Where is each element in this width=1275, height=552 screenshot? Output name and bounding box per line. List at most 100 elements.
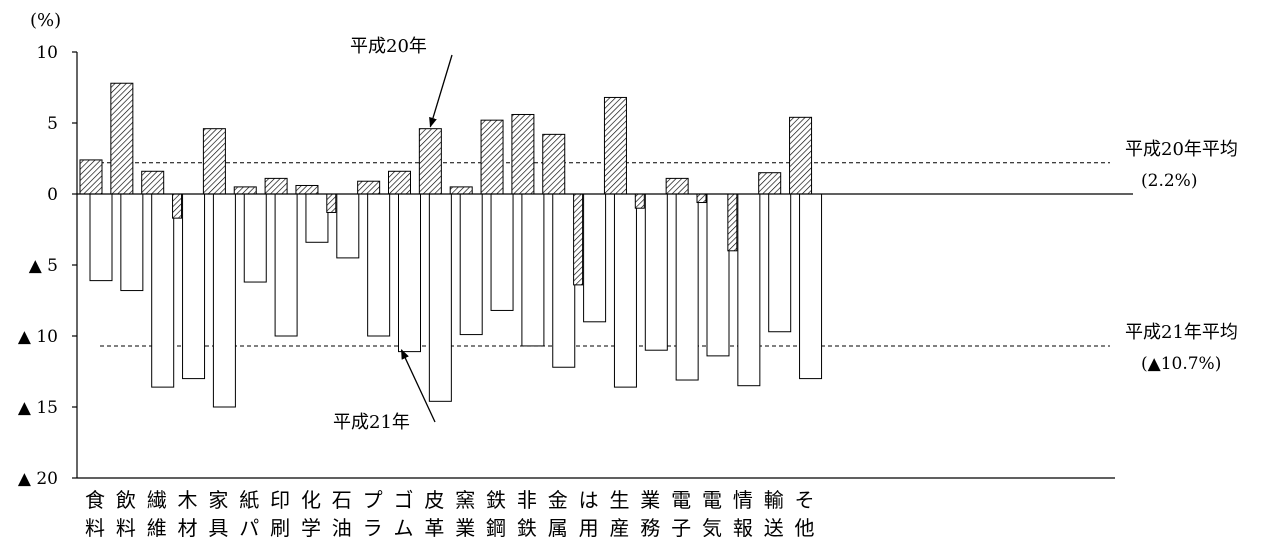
bar-h20-11	[419, 129, 441, 194]
bar-h20-1	[111, 83, 133, 194]
x-category-label: 報	[733, 516, 753, 540]
x-category-label: ラ	[363, 516, 383, 540]
bar-h20-9	[358, 181, 380, 194]
bar-h20-10	[389, 171, 411, 194]
x-category-label: 革	[424, 516, 444, 540]
x-category-label: 刷	[270, 516, 290, 540]
x-category-label: 務	[640, 516, 660, 540]
y-unit-label: (%)	[30, 10, 61, 31]
bar-h20-22	[759, 173, 781, 194]
x-category-label: 紙	[239, 488, 259, 512]
bar-h20-7	[296, 185, 318, 194]
average-value-label: (▲10.7%)	[1141, 354, 1221, 374]
bars	[80, 83, 822, 407]
bar-h21-4	[213, 194, 235, 407]
x-category-label: 維	[147, 516, 167, 540]
bar-h21-11	[429, 194, 451, 401]
bar-h20-5	[234, 187, 256, 194]
x-category-label: 学	[301, 516, 321, 540]
annotation-label: 平成21年	[333, 412, 410, 433]
bar-h20-8	[327, 194, 336, 212]
x-category-label: パ	[239, 516, 259, 540]
y-tick-label: ▲ 20	[18, 469, 58, 489]
x-category-label: 産	[609, 516, 629, 540]
x-category-label: ゴ	[394, 488, 414, 512]
bar-h21-21	[738, 194, 760, 386]
x-category-label: 印	[270, 488, 290, 512]
x-category-label: 業	[640, 488, 660, 512]
bar-h21-0	[90, 194, 112, 281]
bar-h21-8	[337, 194, 359, 258]
y-tick-label: ▲ 5	[29, 256, 58, 276]
x-category-label: そ	[795, 488, 815, 512]
bar-h20-2	[142, 171, 164, 194]
bar-h21-22	[769, 194, 791, 332]
x-category-label: 電	[671, 488, 691, 512]
x-category-label: 窯	[455, 488, 475, 512]
x-category-label: 鉄	[517, 516, 537, 540]
x-category-label: 用	[579, 516, 599, 540]
x-category-label: プ	[363, 488, 383, 512]
bar-h21-7	[306, 194, 328, 242]
bar-h20-19	[666, 178, 688, 194]
x-category-label: 鉄	[486, 488, 506, 512]
x-category-label: 家	[208, 488, 228, 512]
bar-h20-16	[574, 194, 583, 285]
bar-h20-20	[697, 194, 706, 203]
x-category-label: 具	[208, 516, 228, 540]
x-category-label: 木	[178, 488, 198, 512]
bar-h21-23	[800, 194, 822, 379]
x-category-label: 石	[332, 488, 352, 512]
bar-h21-6	[275, 194, 297, 336]
bar-h20-12	[450, 187, 472, 194]
bar-h20-6	[265, 178, 287, 194]
x-category-label: 料	[116, 516, 136, 540]
bar-h20-17	[604, 97, 626, 194]
x-category-label: 非	[517, 488, 537, 512]
bar-h20-0	[80, 160, 102, 194]
x-category-label: 他	[795, 516, 815, 540]
x-category-label: 飲	[116, 488, 136, 512]
bar-h20-14	[512, 114, 534, 194]
bar-h21-18	[645, 194, 667, 350]
bar-h20-21	[728, 194, 737, 251]
x-category-label: ム	[394, 516, 414, 540]
x-category-label: 化	[301, 488, 321, 512]
x-category-label: は	[579, 488, 599, 512]
annotation-label: 平成20年	[350, 36, 427, 57]
x-category-label: 業	[455, 516, 475, 540]
x-category-label: 輸	[764, 488, 784, 512]
x-category-label: 食	[85, 488, 105, 512]
bar-h21-1	[121, 194, 143, 291]
average-label: 平成20年平均	[1125, 139, 1238, 160]
bar-h21-3	[183, 194, 205, 379]
x-category-label: 情	[733, 488, 753, 512]
bar-h21-5	[244, 194, 266, 282]
y-tick-label: 0	[47, 185, 58, 205]
y-tick-label: ▲ 10	[18, 327, 58, 347]
bar-h20-18	[635, 194, 644, 208]
bar-h21-17	[614, 194, 636, 387]
annotation-arrow	[430, 55, 452, 127]
x-category-label: 属	[548, 516, 568, 540]
x-category-label: 金	[548, 488, 568, 512]
average-lines: 平成20年平均 (2.2%) 平成21年平均 (▲10.7%)	[100, 139, 1238, 374]
x-category-label: 料	[85, 516, 105, 540]
bar-h21-20	[707, 194, 729, 356]
bar-h21-10	[399, 194, 421, 352]
bar-h21-15	[553, 194, 575, 367]
y-tick-label: ▲ 15	[18, 398, 58, 418]
bar-h20-23	[790, 117, 812, 194]
y-tick-label: 10	[36, 43, 58, 63]
bar-h20-13	[481, 120, 503, 194]
x-category-label: 油	[332, 516, 352, 540]
bar-h21-13	[491, 194, 513, 310]
x-category-label: 繊	[147, 488, 167, 512]
bar-h21-2	[152, 194, 174, 387]
bar-h21-9	[368, 194, 390, 336]
average-label: 平成21年平均	[1125, 322, 1238, 343]
y-tick-labels: 10 5 0 ▲ 5 ▲ 10 ▲ 15 ▲ 20	[18, 43, 58, 489]
x-category-labels: 食料飲料繊維木材家具紙パ印刷化学石油プラゴム皮革窯業鉄鋼非鉄金属は用生産業務電子…	[85, 488, 815, 540]
x-category-label: 気	[702, 516, 722, 540]
